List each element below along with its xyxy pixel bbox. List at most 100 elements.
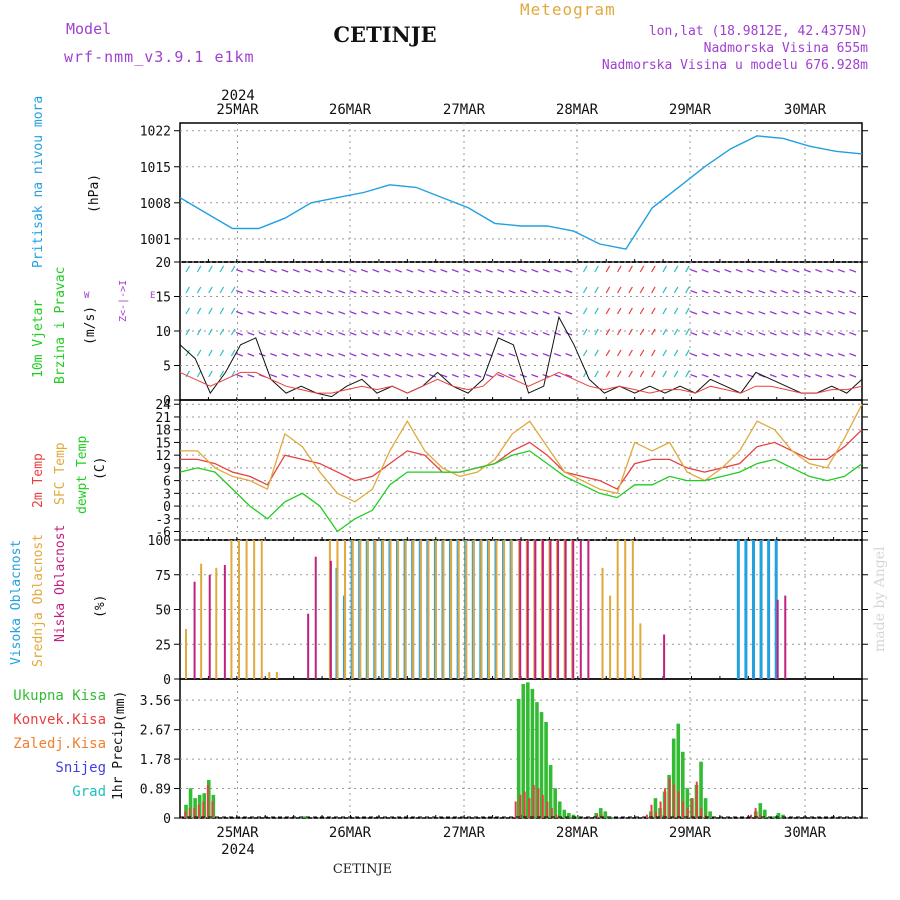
cloud-label-high: Visoka Oblacnost <box>9 540 24 665</box>
wind-barb <box>628 286 633 294</box>
wind-barb <box>417 353 425 357</box>
wind-barb <box>196 328 202 336</box>
precip-bar <box>197 804 200 818</box>
wind-barb <box>769 353 777 357</box>
cloud-bar <box>572 540 575 679</box>
wind-barb <box>185 349 191 357</box>
wind-barb <box>837 374 845 378</box>
y-tick-label: 12 <box>155 449 171 464</box>
precip-bar <box>302 816 307 818</box>
wind-barb <box>270 374 278 378</box>
wind-barb <box>605 286 611 294</box>
wind-barb <box>781 290 789 294</box>
precip-legend-item: Konvek.Kisa <box>13 712 106 728</box>
precip-bar <box>600 814 603 818</box>
precip-legend-item: Snijeg <box>55 760 106 776</box>
wind-barb <box>662 370 667 378</box>
wind-barb <box>690 353 698 357</box>
wind-barbs <box>185 265 857 378</box>
wind-barb <box>406 374 414 378</box>
wind-barb <box>417 311 425 315</box>
wind-compass-label: Z<-|->I <box>118 280 129 322</box>
precip-bar <box>645 814 648 818</box>
precip-bar <box>653 798 658 818</box>
wind-barb <box>651 286 656 294</box>
wind-barb <box>497 269 505 273</box>
precip-bar <box>704 814 707 818</box>
precip-bar <box>699 761 703 818</box>
wind-barb <box>553 353 561 357</box>
wind-barb <box>429 290 437 294</box>
wind-barb <box>406 290 414 294</box>
precip-bar <box>562 809 567 818</box>
wind-barb <box>594 328 599 336</box>
wind-barb <box>208 307 213 315</box>
wind-barb <box>258 290 266 294</box>
precip-bar <box>576 816 580 818</box>
precip-bar <box>184 811 187 818</box>
wind-barb <box>712 311 720 315</box>
wind-barb <box>508 269 516 273</box>
wind-barb <box>553 374 561 378</box>
wind-barb <box>429 374 437 378</box>
y-tick-label: 9 <box>163 462 171 477</box>
wind-barb <box>383 374 391 378</box>
wind-barb <box>837 290 845 294</box>
wind-barb <box>690 269 698 273</box>
wind-barb <box>485 374 493 378</box>
wind-barb <box>208 349 213 357</box>
wind-barb <box>758 269 766 273</box>
y-tick-label: 21 <box>155 411 171 426</box>
wind-barb <box>553 290 561 294</box>
wind-barb <box>769 269 777 273</box>
cloud-bar <box>366 540 369 679</box>
wind-barb <box>701 353 709 357</box>
wind-barb <box>724 353 732 357</box>
wind-barb <box>826 374 834 378</box>
wind-barb <box>628 307 633 315</box>
wind-compass-w: W <box>84 291 90 301</box>
wind-ylabel-2: Brzina i Pravac <box>53 267 68 384</box>
wind-barb <box>247 269 255 273</box>
temp-label-dewpt: dewpt Temp <box>75 436 90 514</box>
precip-bar <box>686 808 689 818</box>
wind-barb <box>372 353 380 357</box>
precip-bar <box>700 808 703 818</box>
y-tick-label: 3.56 <box>140 694 171 709</box>
precip-bar <box>650 804 653 818</box>
wind-barb <box>230 265 236 273</box>
wind-barb <box>712 353 720 357</box>
cloud-bar <box>245 540 248 679</box>
wind-barb <box>735 353 743 357</box>
precip-bar <box>548 765 553 818</box>
wind-barb <box>639 370 645 378</box>
y-tick-label: 0 <box>163 394 171 409</box>
day-label-top: 28MAR <box>556 102 599 118</box>
y-tick-label: 1008 <box>140 197 171 212</box>
wind-barb <box>315 353 323 357</box>
wind-barb <box>724 332 732 336</box>
precip-bar <box>193 808 196 818</box>
wind-barb <box>849 353 857 357</box>
wind-barb <box>792 353 800 357</box>
wind-barb <box>769 290 777 294</box>
wind-barb <box>304 374 312 378</box>
wind-barb <box>594 349 599 357</box>
wind-barb <box>497 353 505 357</box>
watermark: made by Angel <box>872 546 888 653</box>
cloud-bar <box>215 567 218 679</box>
cloud-bar <box>631 540 634 679</box>
wind-barb <box>304 332 312 336</box>
wind-barb <box>338 332 346 336</box>
wind-barb <box>639 349 645 357</box>
wind-barb <box>451 353 459 357</box>
wind-barb <box>685 286 690 294</box>
wind-barb <box>247 374 255 378</box>
temp-line-0 <box>180 429 863 490</box>
cloud-bar <box>564 540 567 679</box>
cloud-bar <box>503 540 506 679</box>
temp-line-2 <box>179 450 863 533</box>
wind-barb <box>463 269 471 273</box>
wind-barb <box>338 353 346 357</box>
